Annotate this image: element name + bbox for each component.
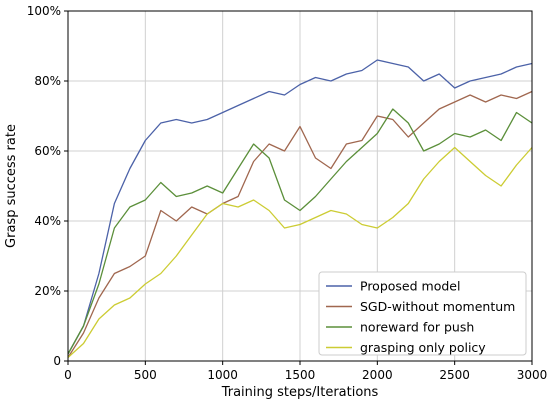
legend: Proposed model SGD-without momentum norewa… <box>318 271 527 356</box>
y-tick-label: 100% <box>27 4 61 18</box>
y-tick-label: 0 <box>53 354 61 368</box>
x-tick-label: 0 <box>64 368 72 382</box>
x-tick-label: 2000 <box>362 368 393 382</box>
legend-label: noreward for push <box>360 320 474 335</box>
y-tick-label: 40% <box>34 214 61 228</box>
y-tick-label: 60% <box>34 144 61 158</box>
y-tick-label: 80% <box>34 74 61 88</box>
series-line-1 <box>67 59 533 355</box>
legend-label: SGD-without momentum <box>360 299 515 314</box>
legend-box <box>318 271 527 356</box>
legend-label: grasping only policy <box>360 340 486 355</box>
x-tick-label: 1500 <box>285 368 316 382</box>
series-line-4 <box>67 146 533 358</box>
x-tick-label: 3000 <box>517 368 548 382</box>
x-tick-label: 1000 <box>207 368 238 382</box>
y-tick-label: 20% <box>34 284 61 298</box>
series-line-3 <box>67 108 533 355</box>
x-axis-title: Training steps/Iterations <box>221 385 379 400</box>
legend-label: Proposed model <box>360 279 460 294</box>
x-tick-label: 2500 <box>439 368 470 382</box>
x-tick-label: 500 <box>134 368 157 382</box>
series-lines <box>67 59 533 358</box>
y-axis-title: Grasp success rate <box>4 124 19 248</box>
series-line-2 <box>67 90 533 358</box>
tick-labels: 0 500 1000 1500 2000 2500 3000 0 20% 40% 60% 80% 100… <box>27 4 548 382</box>
